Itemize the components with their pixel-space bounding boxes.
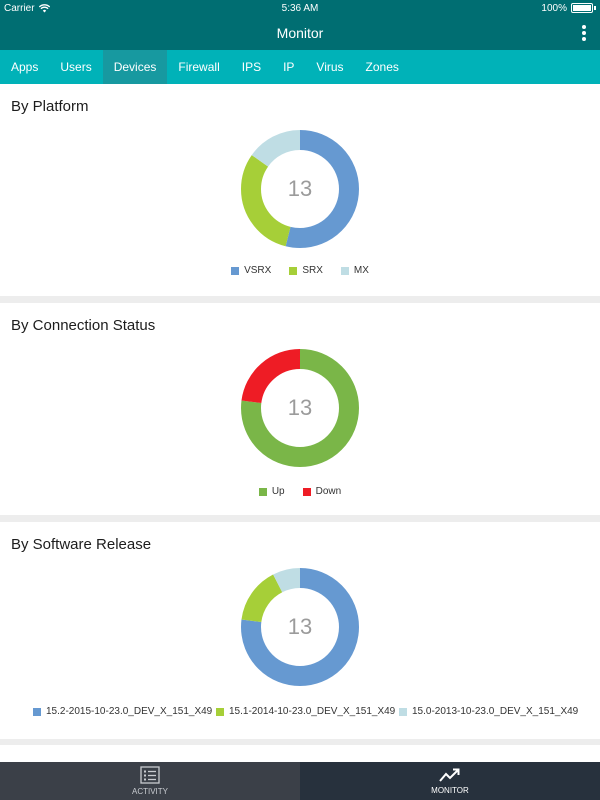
connection-donut-chart[interactable] <box>240 348 360 468</box>
tab-devices[interactable]: Devices <box>102 50 168 84</box>
bottom-tab-monitor[interactable]: MONITOR <box>300 762 600 800</box>
donut-segment-mx[interactable] <box>241 130 359 248</box>
card-by-platform: By Platform 13 VSRX SRX MX <box>0 84 600 296</box>
tab-zones[interactable]: Zones <box>365 60 399 74</box>
platform-legend: VSRX SRX MX <box>0 265 600 276</box>
card-title: By Platform <box>11 98 89 115</box>
tab-bar: Apps Users Devices Firewall IPS IP Virus… <box>0 50 600 84</box>
trend-chart-icon <box>439 768 460 782</box>
tab-apps[interactable]: Apps <box>11 60 39 74</box>
legend-item-release-15-0: 15.0-2013-10-23.0_DEV_X_151_X49 <box>399 706 578 717</box>
software-donut-chart[interactable] <box>240 567 360 687</box>
card-title: By Software Release <box>11 536 152 553</box>
legend-item-srx: SRX <box>289 265 323 276</box>
legend-label: Up <box>271 486 285 497</box>
legend-swatch <box>289 266 298 275</box>
connection-legend: Up Down <box>0 486 600 497</box>
more-options-icon[interactable] <box>582 25 588 41</box>
tab-ips[interactable]: IPS <box>241 60 262 74</box>
monitor-label: MONITOR <box>431 786 469 795</box>
battery-tip <box>594 6 596 10</box>
legend-swatch <box>216 707 224 716</box>
donut-segment-down[interactable] <box>241 349 359 467</box>
activity-label: ACTIVITY <box>131 787 168 796</box>
tab-ip[interactable]: IP <box>283 60 295 74</box>
legend-label: 15.2-2015-10-23.0_DEV_X_151_X49 <box>46 706 213 717</box>
bottom-tab-activity[interactable]: ACTIVITY <box>0 762 300 800</box>
legend-swatch <box>231 266 240 275</box>
main-content[interactable]: By Platform 13 VSRX SRX MX By Connection… <box>0 84 600 762</box>
bottom-tab-bar: ACTIVITY MONITOR <box>0 762 600 800</box>
status-time: 5:36 AM <box>281 2 319 14</box>
donut-segment-15-0-2013-10-23-0-dev-x-151-x49[interactable] <box>241 568 359 686</box>
donut-segment-srx[interactable] <box>241 130 359 248</box>
legend-item-mx: MX <box>340 265 369 276</box>
tab-firewall[interactable]: Firewall <box>178 60 220 74</box>
nav-bar: Monitor <box>0 16 600 50</box>
status-left: Carrier <box>4 3 50 14</box>
page-title: Monitor <box>276 25 324 41</box>
platform-donut-chart[interactable] <box>240 129 360 249</box>
legend-label: Down <box>315 486 342 497</box>
legend-label: MX <box>353 265 369 276</box>
legend-swatch <box>258 487 267 496</box>
status-right: 100% <box>541 3 596 14</box>
card-title: By Connection Status <box>11 317 156 334</box>
legend-swatch <box>399 707 407 716</box>
card-by-software-release: By Software Release 13 15.2-2015-10-23.0… <box>0 522 600 739</box>
battery-percent: 100% <box>541 2 567 14</box>
card-next-partial <box>0 745 600 762</box>
activity-list-icon <box>140 766 160 784</box>
card-by-connection-status: By Connection Status 13 Up Down <box>0 303 600 515</box>
tab-users[interactable]: Users <box>60 60 92 74</box>
tab-virus[interactable]: Virus <box>316 60 344 74</box>
legend-label: VSRX <box>244 265 272 276</box>
legend-label: 15.1-2014-10-23.0_DEV_X_151_X49 <box>229 706 396 717</box>
legend-label: 15.0-2013-10-23.0_DEV_X_151_X49 <box>412 706 579 717</box>
legend-swatch <box>302 487 311 496</box>
legend-item-down: Down <box>302 486 342 497</box>
carrier-label: Carrier <box>4 2 35 14</box>
legend-item-up: Up <box>258 486 285 497</box>
legend-item-release-15-2: 15.2-2015-10-23.0_DEV_X_151_X49 <box>33 706 212 717</box>
legend-item-vsrx: VSRX <box>231 265 271 276</box>
legend-label: SRX <box>302 265 323 276</box>
legend-swatch <box>340 266 349 275</box>
wifi-icon <box>38 3 50 12</box>
status-bar: Carrier 5:36 AM 100% <box>0 0 600 16</box>
legend-swatch <box>33 707 41 716</box>
battery-icon <box>571 3 593 13</box>
legend-item-release-15-1: 15.1-2014-10-23.0_DEV_X_151_X49 <box>216 706 395 717</box>
